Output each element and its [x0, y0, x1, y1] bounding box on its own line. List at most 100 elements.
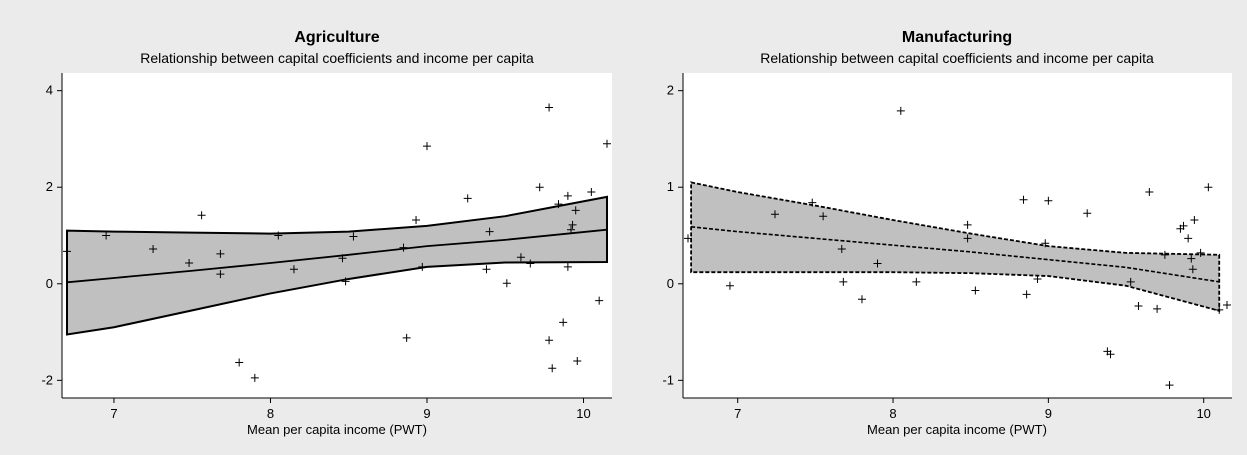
x-tick-label: 9: [1045, 406, 1052, 421]
data-point: [595, 296, 604, 305]
data-point: [1041, 239, 1050, 248]
data-point: [1215, 305, 1224, 314]
data-point: [516, 253, 525, 262]
chart-panel-2: Manufacturing Relationship between capita…: [662, 29, 1232, 437]
data-point: [573, 357, 582, 366]
data-point: [535, 183, 544, 192]
y-tick-label: -2: [41, 372, 53, 387]
chart-subtitle: Relationship between capital coefficient…: [760, 50, 1154, 66]
y-tick-label: 1: [667, 179, 674, 194]
x-tick-label: 7: [110, 406, 117, 421]
chart-title: Manufacturing: [902, 29, 1012, 46]
data-point: [1188, 265, 1197, 274]
y-tick-label: 4: [46, 83, 53, 98]
x-tick-label: 8: [889, 406, 896, 421]
data-point: [412, 216, 421, 225]
data-point: [563, 262, 572, 271]
data-point: [839, 277, 848, 286]
data-point: [1033, 274, 1042, 283]
data-point: [1126, 277, 1135, 286]
data-point: [819, 212, 828, 221]
data-point: [1196, 248, 1205, 257]
data-point: [502, 279, 511, 288]
data-point: [526, 259, 535, 268]
x-tick-label: 10: [1196, 406, 1210, 421]
data-point: [250, 373, 259, 382]
data-point: [274, 231, 283, 240]
data-point: [725, 281, 734, 290]
data-point: [837, 245, 846, 254]
data-point: [571, 206, 580, 215]
data-point: [963, 234, 972, 243]
x-tick-label: 10: [576, 406, 590, 421]
fitted-line: [691, 226, 1220, 283]
x-tick-label: 8: [267, 406, 274, 421]
chart-panel-1: Agriculture Relationship between capital …: [41, 29, 612, 437]
y-tick-label: -1: [662, 372, 674, 387]
data-point: [770, 210, 779, 219]
data-point: [971, 286, 980, 295]
data-point: [1083, 209, 1092, 218]
data-point: [482, 265, 491, 274]
data-point: [149, 245, 158, 254]
data-point: [418, 262, 427, 271]
data-point: [873, 259, 882, 268]
data-point: [963, 220, 972, 229]
data-point: [545, 336, 554, 345]
data-point: [102, 231, 111, 240]
y-tick-label: 0: [667, 276, 674, 291]
x-tick-label: 7: [734, 406, 741, 421]
data-point: [1204, 183, 1213, 192]
data-point: [857, 295, 866, 304]
data-point: [399, 243, 408, 252]
x-axis-label: Mean per capita income (PWT): [247, 422, 427, 437]
data-point: [1160, 250, 1169, 259]
data-point: [349, 232, 358, 241]
data-point: [235, 358, 244, 367]
y-tick-label: 0: [46, 276, 53, 291]
data-point: [1165, 381, 1174, 390]
data-point: [63, 247, 71, 256]
data-point: [808, 198, 817, 207]
data-point: [1145, 188, 1154, 197]
data-point: [1044, 196, 1053, 205]
data-point: [559, 318, 568, 327]
data-point: [423, 142, 431, 151]
data-point: [563, 191, 572, 200]
data-point: [1022, 290, 1031, 299]
data-point: [548, 364, 557, 373]
data-point: [1019, 195, 1028, 204]
data-point: [1106, 350, 1115, 359]
data-point: [1190, 216, 1199, 225]
data-point: [567, 225, 575, 234]
data-point: [684, 234, 692, 243]
data-point: [485, 227, 494, 236]
confidence-band: [66, 195, 608, 336]
data-point: [463, 194, 472, 203]
data-point: [197, 211, 206, 220]
data-point: [402, 333, 411, 342]
data-point: [1179, 221, 1188, 230]
y-tick-label: 2: [667, 83, 674, 98]
data-point: [1187, 254, 1196, 263]
data-point: [1153, 304, 1162, 313]
data-point: [338, 254, 347, 263]
chart-subtitle: Relationship between capital coefficient…: [140, 50, 534, 66]
data-point: [1223, 301, 1231, 310]
data-point: [603, 139, 611, 148]
data-point: [216, 270, 225, 279]
y-tick-label: 2: [46, 179, 53, 194]
data-point: [289, 265, 298, 274]
data-point: [1184, 234, 1193, 243]
x-axis-label: Mean per capita income (PWT): [867, 422, 1047, 437]
data-point: [554, 200, 563, 209]
data-point: [1134, 301, 1143, 310]
fitted-line: [66, 228, 608, 284]
data-point: [216, 249, 225, 258]
data-point: [341, 277, 350, 286]
data-point: [896, 106, 905, 115]
data-point: [587, 188, 596, 197]
data-point: [912, 277, 921, 286]
